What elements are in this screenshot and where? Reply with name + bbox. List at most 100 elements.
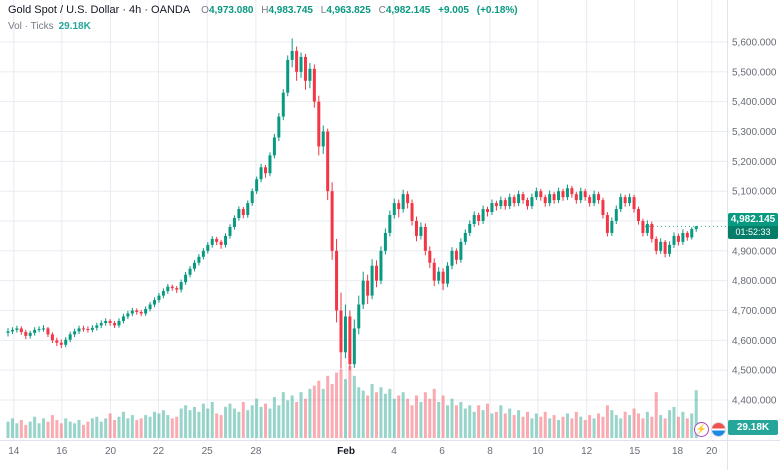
volume-bar bbox=[290, 395, 294, 438]
price-tick-label: 5,400.000 bbox=[732, 97, 777, 108]
candle-body bbox=[268, 155, 272, 174]
volume-bar bbox=[654, 392, 658, 438]
volume-bar bbox=[272, 397, 276, 438]
price-tick-label: 4,500.000 bbox=[732, 366, 777, 377]
candle-body bbox=[419, 226, 423, 236]
candle-body bbox=[441, 271, 445, 284]
volume-bar bbox=[135, 420, 139, 438]
candle-body bbox=[201, 250, 205, 257]
candle-body bbox=[290, 50, 294, 60]
volume-bar bbox=[641, 418, 645, 438]
candle-body bbox=[672, 235, 676, 245]
candle-body bbox=[42, 328, 46, 330]
candle-body bbox=[392, 203, 396, 216]
price-tick-label: 4,600.000 bbox=[732, 336, 777, 347]
candle-body bbox=[330, 191, 334, 251]
candle-body bbox=[28, 332, 32, 336]
volume-bar bbox=[454, 405, 458, 438]
candle-body bbox=[552, 194, 556, 201]
volume-bar bbox=[108, 413, 112, 438]
volume-bar bbox=[308, 388, 312, 438]
candle-body bbox=[432, 262, 436, 281]
volume-bar bbox=[428, 398, 432, 438]
volume-bar bbox=[437, 402, 441, 438]
volume-bar bbox=[64, 418, 68, 438]
volume-bar bbox=[46, 421, 50, 438]
volume-bar bbox=[463, 408, 467, 438]
open-label: O bbox=[201, 5, 209, 16]
volume-bar bbox=[201, 403, 205, 438]
volume-bar bbox=[414, 395, 418, 438]
candle-body bbox=[77, 328, 81, 332]
volume-bar bbox=[539, 416, 543, 438]
volume-bar bbox=[224, 406, 228, 438]
volume-bar bbox=[192, 406, 196, 438]
volume-bar bbox=[588, 415, 592, 438]
volume-bar bbox=[339, 369, 343, 438]
volume-bar bbox=[552, 415, 556, 438]
volume-bar bbox=[170, 418, 174, 438]
volume-bar bbox=[321, 388, 325, 438]
volume-bar bbox=[388, 388, 392, 438]
volume-bar bbox=[117, 416, 121, 438]
candle-body bbox=[308, 68, 312, 81]
candle-body bbox=[46, 328, 50, 335]
symbol-legend[interactable]: Gold Spot / U.S. Dollar · 4h · OANDA O 4,… bbox=[8, 4, 518, 16]
boost-icon[interactable]: ⚡ bbox=[694, 422, 709, 437]
candle-body bbox=[379, 250, 383, 281]
candle-body bbox=[170, 286, 174, 289]
candle-body bbox=[224, 235, 228, 245]
time-tick-label: 8 bbox=[487, 446, 493, 457]
price-tick-label: 4,400.000 bbox=[732, 396, 777, 407]
volume-bar bbox=[55, 420, 59, 438]
candle-body bbox=[459, 241, 463, 260]
volume-bar bbox=[521, 416, 525, 438]
volume-bar bbox=[144, 415, 148, 438]
volume-bar bbox=[268, 408, 272, 438]
volume-bar bbox=[570, 418, 574, 438]
price-tick-label: 5,600.000 bbox=[732, 38, 777, 49]
volume-bar bbox=[264, 403, 268, 438]
time-tick-label: 15 bbox=[629, 446, 641, 457]
candle-body bbox=[423, 226, 427, 251]
current-price-badge[interactable]: 4,982.145 01:52:33 bbox=[728, 213, 778, 240]
volume-bar bbox=[605, 405, 609, 438]
candle-body bbox=[508, 197, 512, 207]
sentiment-icon[interactable] bbox=[711, 422, 726, 437]
candle-body bbox=[450, 250, 454, 266]
volume-bar bbox=[73, 423, 77, 438]
volume-bar bbox=[326, 375, 330, 438]
volume-bar bbox=[459, 402, 463, 438]
volume-legend[interactable]: Vol · Ticks 29.18K bbox=[8, 21, 91, 32]
candle-body bbox=[437, 271, 441, 281]
volume-bar bbox=[179, 408, 183, 438]
candle-body bbox=[264, 167, 268, 174]
price-tick-label: 5,100.000 bbox=[732, 187, 777, 198]
candle-body bbox=[414, 221, 418, 236]
candle-body bbox=[565, 188, 569, 198]
candle-body bbox=[241, 209, 245, 216]
candle-body bbox=[166, 286, 170, 292]
volume-bar bbox=[525, 411, 529, 438]
candle-body bbox=[401, 194, 405, 210]
candle-body bbox=[161, 291, 165, 296]
candle-body bbox=[339, 310, 343, 353]
low-value: 4,963.825 bbox=[326, 5, 371, 16]
candle-body bbox=[179, 282, 183, 290]
candle-body bbox=[628, 197, 632, 204]
candle-body bbox=[477, 215, 481, 221]
volume-bar bbox=[623, 411, 627, 438]
volume-bar bbox=[375, 392, 379, 438]
candle-body bbox=[619, 197, 623, 210]
volume-bar bbox=[348, 366, 352, 438]
candle-body bbox=[130, 310, 134, 314]
volume-bar bbox=[601, 416, 605, 438]
change-percent: (+0.18%) bbox=[476, 5, 518, 16]
candle-body bbox=[184, 274, 188, 283]
candle-body bbox=[570, 188, 574, 195]
symbol-title[interactable]: Gold Spot / U.S. Dollar · 4h · OANDA bbox=[8, 4, 191, 16]
volume-bar bbox=[468, 405, 472, 438]
candle-body bbox=[317, 101, 321, 147]
